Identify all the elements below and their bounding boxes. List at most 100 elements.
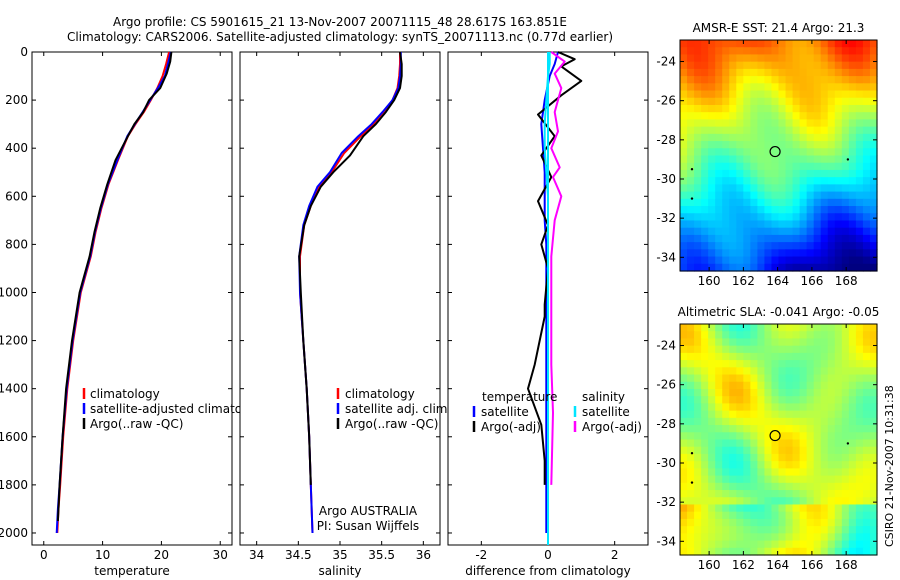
heatmap-cell: [813, 249, 822, 258]
heatmap-cell: [792, 61, 801, 70]
heatmap-cell: [722, 141, 730, 149]
heatmap-cell: [806, 141, 815, 149]
heatmap-cell: [841, 497, 850, 506]
heatmap-cell: [757, 396, 766, 405]
heatmap-cell: [680, 475, 688, 484]
heatmap-cell: [820, 490, 829, 498]
heatmap-cell: [757, 331, 766, 340]
heatmap-cell: [715, 482, 723, 491]
heatmap-cell: [694, 511, 702, 520]
heatmap-cell: [708, 511, 716, 520]
heatmap-cell: [771, 367, 780, 376]
heatmap-cell: [729, 461, 737, 469]
heatmap-cell: [820, 439, 829, 448]
heatmap-cell: [771, 504, 780, 513]
heatmap-cell: [834, 141, 843, 149]
heatmap-cell: [785, 61, 794, 70]
heatmap-cell: [806, 191, 815, 200]
heatmap-cell: [820, 360, 829, 368]
heatmap-cell: [827, 198, 836, 207]
heatmap-cell: [715, 83, 723, 92]
heatmap-cell: [722, 432, 730, 441]
heatmap-cell: [848, 518, 857, 527]
heatmap-cell: [778, 133, 787, 142]
heatmap-cell: [778, 381, 787, 390]
heatmap-cell: [771, 417, 780, 426]
heatmap-cell: [841, 61, 850, 70]
heatmap-cell: [778, 453, 787, 462]
heatmap-cell: [708, 482, 716, 491]
heatmap-cell: [855, 511, 864, 520]
heatmap-cell: [771, 177, 780, 185]
heatmap-cell: [694, 177, 702, 185]
heatmap-cell: [694, 468, 702, 477]
heatmap-cell: [687, 206, 695, 214]
heatmap-cell: [785, 511, 794, 520]
heatmap-cell: [743, 234, 751, 243]
heatmap-cell: [722, 133, 730, 142]
heatmap-cell: [862, 112, 871, 121]
heatmap-cell: [680, 213, 688, 222]
heatmap-cell: [799, 352, 808, 361]
heatmap-cell: [841, 490, 850, 498]
heatmap-cell: [778, 206, 787, 214]
heatmap-cell: [750, 540, 758, 549]
heatmap-cell: [729, 475, 737, 484]
heatmap-cell: [806, 381, 815, 390]
heatmap-cell: [729, 417, 737, 426]
heatmap-cell: [869, 425, 878, 433]
heatmap-cell: [792, 220, 801, 229]
heatmap-cell: [757, 475, 766, 484]
heatmap-cell: [680, 220, 688, 229]
heatmap-cell: [722, 461, 730, 469]
heatmap-cell: [834, 191, 843, 200]
heatmap-cell: [827, 104, 836, 113]
heatmap-cell: [813, 97, 822, 106]
heatmap-cell: [848, 220, 857, 229]
heatmap-cell: [736, 425, 744, 433]
heatmap-cell: [750, 533, 758, 542]
heatmap-cell: [848, 227, 857, 236]
heatmap-cell: [687, 162, 695, 171]
heatmap-cell: [834, 446, 843, 455]
heatmap-cell: [827, 177, 836, 185]
heatmap-cell: [778, 461, 787, 469]
heatmap-cell: [750, 331, 758, 340]
heatmap-cell: [855, 184, 864, 193]
heatmap-cell: [694, 61, 702, 70]
heatmap-cell: [743, 490, 751, 498]
heatmap-cell: [680, 461, 688, 469]
heatmap-cell: [813, 141, 822, 149]
heatmap-cell: [757, 533, 766, 542]
heatmap-cell: [701, 141, 709, 149]
heatmap-cell: [806, 263, 815, 272]
heatmap-cell: [848, 177, 857, 185]
heatmap-cell: [708, 425, 716, 433]
heatmap-cell: [757, 227, 766, 236]
heatmap-cell: [750, 425, 758, 433]
heatmap-cell: [869, 432, 878, 441]
heatmap-cell: [841, 227, 850, 236]
heatmap-cell: [792, 504, 801, 513]
heatmap-cell: [743, 155, 751, 164]
heatmap-cell: [694, 162, 702, 171]
heatmap-cell: [806, 396, 815, 405]
x-tick-label: 36: [416, 548, 431, 562]
heatmap-cell: [841, 432, 850, 441]
heatmap-cell: [855, 338, 864, 347]
heatmap-cell: [729, 133, 737, 142]
heatmap-cell: [764, 367, 773, 376]
heatmap-cell: [799, 439, 808, 448]
series-temperature-argo: [527, 51, 583, 485]
heatmap-cell: [736, 381, 744, 390]
heatmap-cell: [687, 490, 695, 498]
heatmap-cell: [862, 425, 871, 433]
heatmap-cell: [715, 439, 723, 448]
heatmap-cell: [680, 533, 688, 542]
x-tick-label: 30: [213, 548, 228, 562]
heatmap-cell: [785, 345, 794, 354]
heatmap-cell: [722, 104, 730, 113]
heatmap-cell: [869, 352, 878, 361]
island-dot: [690, 452, 694, 455]
heatmap-cell: [771, 381, 780, 390]
